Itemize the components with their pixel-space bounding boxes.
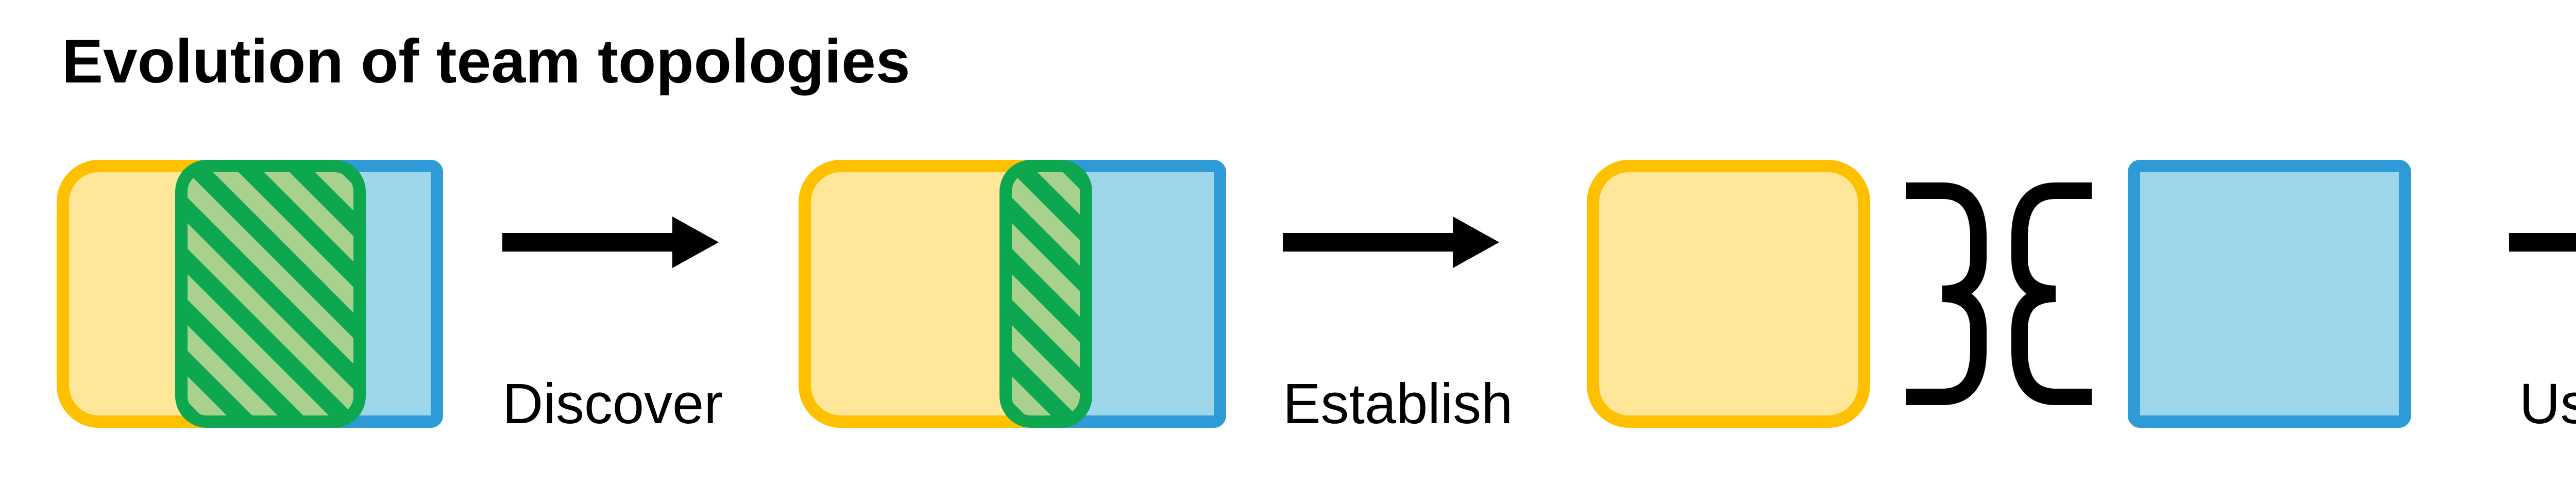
label-discover: Discover — [502, 371, 723, 437]
stage2-green-overlap — [999, 160, 1092, 428]
arrow-use — [2509, 216, 2576, 289]
label-use: Use — [2519, 371, 2576, 437]
arrow-discover — [502, 216, 750, 289]
label-establish: Establish — [1283, 371, 1513, 437]
bracket-right — [2009, 191, 2102, 397]
arrow-establish — [1283, 216, 1530, 289]
stage3-blue-box — [2128, 160, 2411, 428]
diagram-title: Evolution of team topologies — [62, 26, 910, 97]
diagram-canvas: Evolution of team topologies Discover — [0, 0, 2576, 500]
stage3-yellow-box — [1587, 160, 1870, 428]
stage1-green-overlap — [175, 160, 366, 428]
bracket-left — [1896, 191, 1989, 397]
